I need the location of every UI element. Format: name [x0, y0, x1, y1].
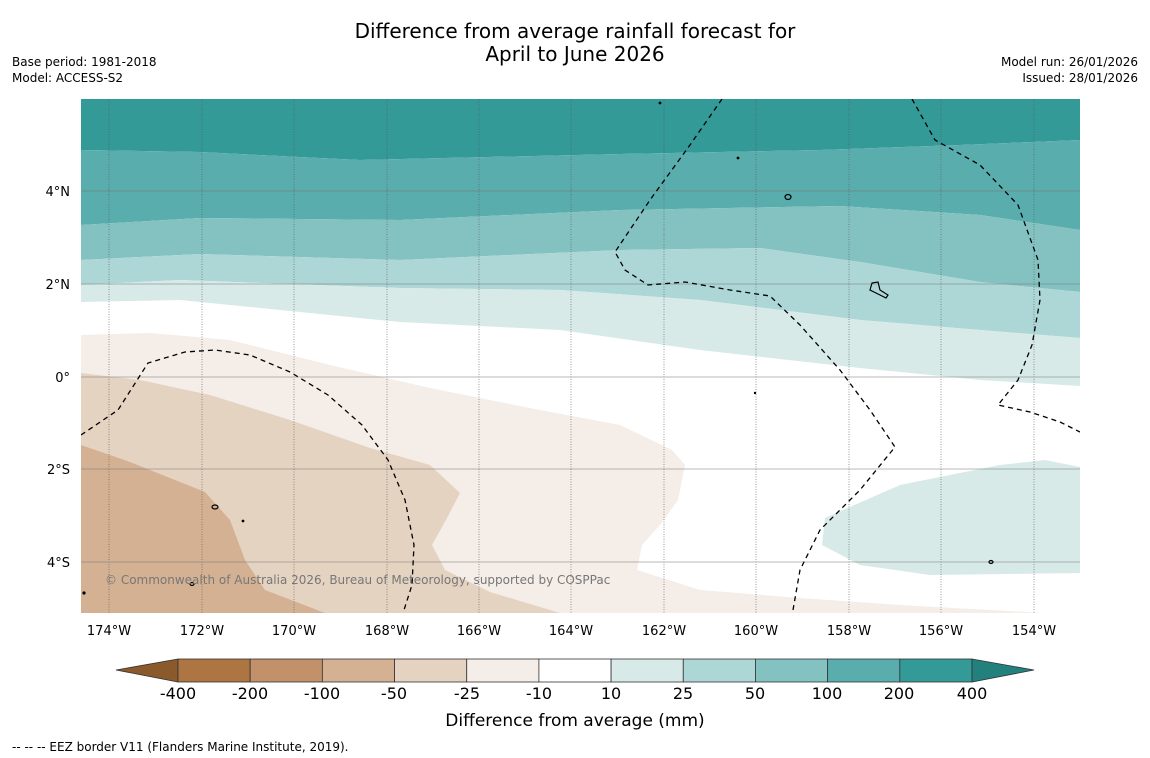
colorbar-tick: 400 — [957, 684, 988, 703]
model-run: Model run: 26/01/2026 — [1000, 55, 1138, 69]
eez-line-kiribati-west — [81, 349, 415, 611]
island-north — [784, 193, 792, 201]
lon-label: 170°W — [272, 624, 316, 639]
colorbar-cell — [394, 658, 468, 683]
colorbar: -400 -200 -100 -50 -25 -10 10 25 50 100 … — [115, 658, 1035, 731]
lon-label: 160°W — [734, 624, 778, 639]
colorbar-tick: 10 — [601, 684, 621, 703]
island-dot-2 — [736, 156, 740, 160]
band-neg50-neg100 — [81, 445, 325, 613]
eez-line-kiribati-central — [614, 99, 896, 611]
base-period: Base period: 1981-2018 — [12, 55, 157, 69]
colorbar-cell — [682, 658, 756, 683]
lat-label: 2°N — [46, 278, 71, 293]
lat-label: 4°N — [46, 185, 71, 200]
colorbar-cell — [827, 658, 901, 683]
map-plot: © Commonwealth of Australia 2026, Bureau… — [81, 99, 1080, 613]
island-dot-5 — [82, 591, 86, 595]
island-south-1 — [211, 504, 219, 510]
issued-date: Issued: 28/01/2026 — [1022, 71, 1138, 85]
lat-label: 4°S — [47, 556, 70, 571]
colorbar-tick: -200 — [232, 684, 268, 703]
colorbar-ticks: -400 -200 -100 -50 -25 -10 10 25 50 100 … — [160, 684, 987, 703]
lon-label: 162°W — [642, 624, 686, 639]
island-south-2 — [189, 581, 195, 587]
colorbar-tick: 50 — [745, 684, 765, 703]
lon-label: 172°W — [180, 624, 224, 639]
island-dot-4 — [753, 391, 757, 395]
meta-right: Model run: 26/01/2026 Issued: 28/01/2026 — [1001, 54, 1138, 86]
island-dot-1 — [658, 101, 662, 105]
eez-borders — [81, 99, 1080, 611]
island-dot-3 — [241, 519, 245, 523]
lon-label: 174°W — [87, 624, 131, 639]
islands — [82, 101, 994, 595]
lon-label: 168°W — [365, 624, 409, 639]
lon-label: 156°W — [919, 624, 963, 639]
lat-label: 0° — [55, 371, 70, 386]
colorbar-tick: -50 — [381, 684, 407, 703]
graticule — [81, 99, 1080, 613]
lat-axis-labels: 4°N 2°N 0° 2°S 4°S — [46, 185, 71, 571]
lon-label: 158°W — [827, 624, 871, 639]
colorbar-extend-high — [971, 658, 1035, 683]
colorbar-tick: 100 — [812, 684, 843, 703]
lon-axis-labels: 174°W 172°W 170°W 168°W 166°W 164°W 162°… — [87, 624, 1056, 639]
lat-label: 2°S — [47, 463, 70, 478]
colorbar-cell — [610, 658, 684, 683]
lon-label: 166°W — [457, 624, 501, 639]
lon-label: 164°W — [549, 624, 593, 639]
title-line-2: April to June 2026 — [485, 42, 665, 66]
colorbar-cell — [538, 658, 612, 683]
band-10-25-southeast — [822, 460, 1080, 575]
colorbar-tick: -100 — [304, 684, 340, 703]
colorbar-cell — [249, 658, 323, 683]
band-100-200 — [81, 140, 1080, 230]
colorbar-tick: -400 — [160, 684, 196, 703]
title-line-1: Difference from average rainfall forecas… — [354, 19, 796, 43]
meta-left: Base period: 1981-2018 Model: ACCESS-S2 — [12, 54, 157, 86]
colorbar-extend-low — [115, 658, 179, 683]
colorbar-cell — [755, 658, 829, 683]
colorbar-tick: -25 — [454, 684, 480, 703]
colorbar-cell — [466, 658, 540, 683]
copyright-text: © Commonwealth of Australia 2026, Bureau… — [105, 573, 610, 587]
island-south-east — [988, 559, 994, 565]
eez-line-kiribati-east — [911, 99, 1080, 433]
colorbar-cell — [321, 658, 395, 683]
band-50-100 — [81, 206, 1080, 292]
eez-footnote: -- -- -- EEZ border V11 (Flanders Marine… — [12, 740, 349, 754]
colorbar-cell — [899, 658, 973, 683]
colorbar-tick: 200 — [884, 684, 915, 703]
band-200-400 — [81, 99, 1080, 160]
colorbar-tick: -10 — [526, 684, 552, 703]
model-name: Model: ACCESS-S2 — [12, 71, 124, 85]
island-kiritimati — [869, 281, 889, 299]
colorbar-cell — [177, 658, 251, 683]
colorbar-label: Difference from average (mm) — [445, 711, 704, 731]
colorbar-tick: 25 — [673, 684, 693, 703]
band-25-50 — [81, 248, 1080, 338]
lon-label: 154°W — [1012, 624, 1056, 639]
